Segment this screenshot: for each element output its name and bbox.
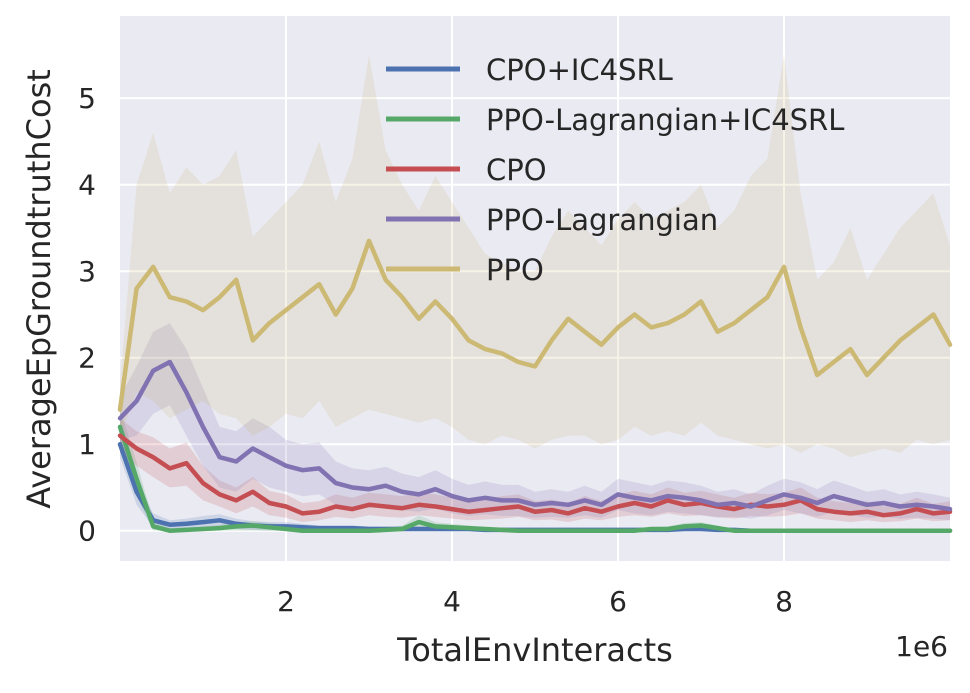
- series-lines: [117, 238, 953, 533]
- legend-label-2: CPO: [486, 153, 547, 187]
- x-offset-label: 1e6: [895, 630, 948, 663]
- grid: [120, 16, 950, 561]
- legend-label-0: CPO+IC4SRL: [486, 53, 673, 87]
- legend: CPO+IC4SRL PPO-Lagrangian+IC4SRL CPO PPO-La…: [386, 53, 844, 287]
- x-tick-label-3: 8: [775, 585, 793, 618]
- line-series-3: [117, 359, 953, 512]
- band-series-3: [120, 323, 950, 521]
- legend-label-4: PPO: [486, 253, 544, 287]
- legend-label-3: PPO-Lagrangian: [486, 203, 718, 237]
- x-tick-label-0: 2: [277, 585, 295, 618]
- band-series-4: [120, 54, 950, 458]
- y-tick-label-0: 0: [78, 515, 96, 548]
- y-tick-labels: 0 1 2 3 4 5: [78, 82, 96, 548]
- x-tick-label-1: 4: [443, 585, 461, 618]
- y-axis-label: AverageEpGroundtruthCost: [20, 69, 58, 509]
- legend-label-1: PPO-Lagrangian+IC4SRL: [486, 103, 844, 137]
- y-tick-label-5: 5: [78, 82, 96, 115]
- x-tick-labels: 2 4 6 8: [277, 585, 793, 618]
- plot-background: [120, 16, 950, 561]
- y-tick-label-2: 2: [78, 342, 96, 375]
- y-tick-label-4: 4: [78, 169, 96, 202]
- y-tick-label-3: 3: [78, 255, 96, 288]
- y-tick-label-1: 1: [78, 428, 96, 461]
- x-axis-label: TotalEnvInteracts: [396, 631, 673, 669]
- x-tick-label-2: 6: [609, 585, 627, 618]
- band-series-2: [120, 418, 950, 523]
- line-series-1: [117, 424, 953, 533]
- line-series-4: [117, 238, 953, 412]
- line-series-2: [117, 433, 953, 518]
